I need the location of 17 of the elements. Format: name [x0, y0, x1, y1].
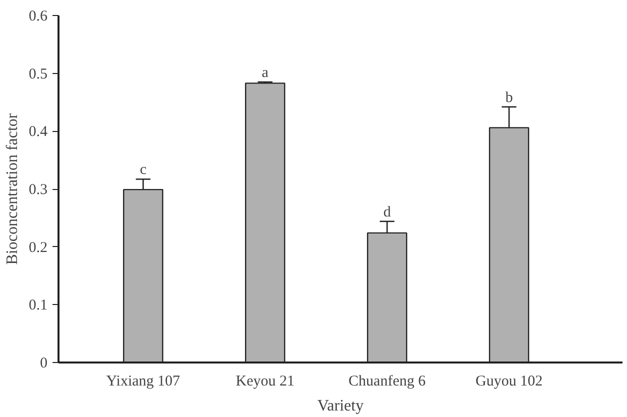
annotation: a — [262, 65, 269, 82]
y-tick-label: 0 — [40, 356, 48, 372]
annotation: d — [383, 204, 392, 220]
x-tick-label: Keyou 21 — [236, 374, 294, 390]
y-tick-label: 0.1 — [28, 298, 48, 314]
y-axis-title: Bioconcentration factor — [4, 112, 21, 265]
y-tick-label: 0.3 — [28, 182, 48, 198]
x-tick-label: Yixiang 107 — [106, 374, 181, 390]
annotation: c — [140, 162, 147, 178]
x-tick-label: Guyou 102 — [476, 374, 543, 390]
y-tick-label: 0.2 — [28, 240, 48, 256]
y-tick-label: 0.6 — [28, 8, 48, 24]
y-tick-label: 0.5 — [28, 66, 48, 82]
y-tick-label: 0.4 — [28, 124, 48, 140]
x-tick-label: Chuanfeng 6 — [348, 374, 426, 390]
x-axis-title: Variety — [317, 398, 364, 414]
annotation: b — [505, 90, 513, 106]
